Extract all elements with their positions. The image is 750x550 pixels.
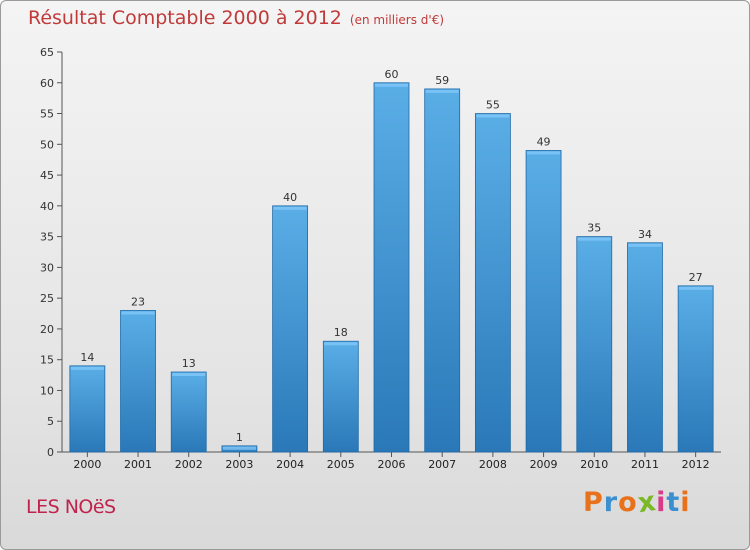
y-tick-label: 60 [40, 77, 54, 90]
labels: 0 5 10 15 20 25 30 35 40 45 50 55 60 65 2000 14 2001 23 20… [40, 46, 710, 471]
bar-highlight [425, 89, 459, 93]
bar [272, 205, 309, 453]
y-tick-label: 35 [40, 231, 54, 244]
bar [69, 365, 106, 453]
bar-highlight [476, 114, 510, 118]
chart-title: Résultat Comptable 2000 à 2012 (en millie… [28, 7, 445, 29]
bar [627, 242, 663, 453]
bars [69, 82, 714, 453]
bar-2006 [373, 82, 410, 453]
x-tick-label: 2011 [631, 458, 659, 471]
data-label: 1 [236, 431, 243, 444]
bar-highlight [375, 83, 408, 87]
x-tick-label: 2003 [225, 458, 253, 471]
bar [373, 82, 410, 453]
y-tick-label: 55 [40, 108, 54, 121]
bar-highlight [222, 446, 256, 450]
data-label: 27 [689, 271, 703, 284]
chart-subtitle: (en milliers d'€) [349, 13, 445, 27]
y-tick-label: 65 [40, 46, 54, 59]
y-tick-label: 15 [40, 354, 54, 367]
x-tick-label: 2007 [428, 458, 456, 471]
data-label: 13 [182, 357, 196, 370]
bar-2009 [525, 150, 562, 453]
y-tick-label: 40 [40, 200, 54, 213]
x-tick-label: 2010 [580, 458, 608, 471]
bar-2005 [322, 340, 359, 453]
bar-highlight [679, 286, 713, 290]
y-tick-label: 45 [40, 169, 54, 182]
y-tick-label: 20 [40, 323, 54, 336]
bar [322, 340, 359, 453]
data-label: 40 [283, 191, 297, 204]
y-tick-label: 10 [40, 384, 54, 397]
x-tick-label: 2012 [682, 458, 710, 471]
bar [576, 236, 613, 453]
x-tick-label: 2008 [479, 458, 507, 471]
data-label: 55 [486, 99, 500, 112]
bar-2001 [120, 310, 156, 453]
bar-highlight [527, 151, 561, 155]
proxiti-logo: Proxiti [583, 485, 691, 520]
bar-2011 [627, 242, 663, 453]
bar [677, 285, 714, 453]
bar-2008 [474, 113, 511, 453]
bar-highlight [324, 342, 358, 346]
data-label: 59 [435, 74, 449, 87]
bar-2012 [677, 285, 714, 453]
x-tick-label: 2004 [276, 458, 304, 471]
data-label: 35 [587, 222, 601, 235]
data-label: 49 [537, 135, 551, 148]
data-label: 14 [80, 351, 94, 364]
x-tick-label: 2000 [73, 458, 101, 471]
bar-highlight [577, 237, 611, 241]
y-tick-label: 30 [40, 261, 54, 274]
bar-highlight [121, 311, 155, 315]
x-tick-label: 2009 [530, 458, 558, 471]
bar-2004 [272, 205, 309, 453]
bar [525, 150, 562, 453]
x-tick-label: 2002 [175, 458, 203, 471]
data-label: 18 [334, 326, 348, 339]
bar-2002 [170, 371, 207, 453]
bar [424, 88, 461, 453]
bar-2007 [424, 88, 461, 453]
place-name: LES NOëS [26, 496, 116, 518]
bar-highlight [628, 243, 662, 247]
data-label: 23 [131, 295, 145, 308]
x-tick-label: 2006 [378, 458, 406, 471]
bar-highlight [70, 366, 104, 370]
bar-2003 [221, 445, 258, 453]
bar [120, 310, 156, 453]
y-tick-label: 50 [40, 138, 54, 151]
x-tick-label: 2005 [327, 458, 355, 471]
data-label: 34 [638, 228, 652, 241]
bar-2010 [576, 236, 613, 453]
bar-highlight [273, 206, 307, 210]
bar [170, 371, 207, 453]
y-tick-label: 25 [40, 292, 54, 305]
y-tick-label: 5 [47, 415, 54, 428]
bar-highlight [172, 373, 206, 376]
data-label: 60 [385, 68, 399, 81]
bar-2000 [69, 365, 106, 453]
y-tick-label: 0 [47, 446, 54, 459]
bar [474, 113, 511, 453]
x-tick-label: 2001 [124, 458, 152, 471]
